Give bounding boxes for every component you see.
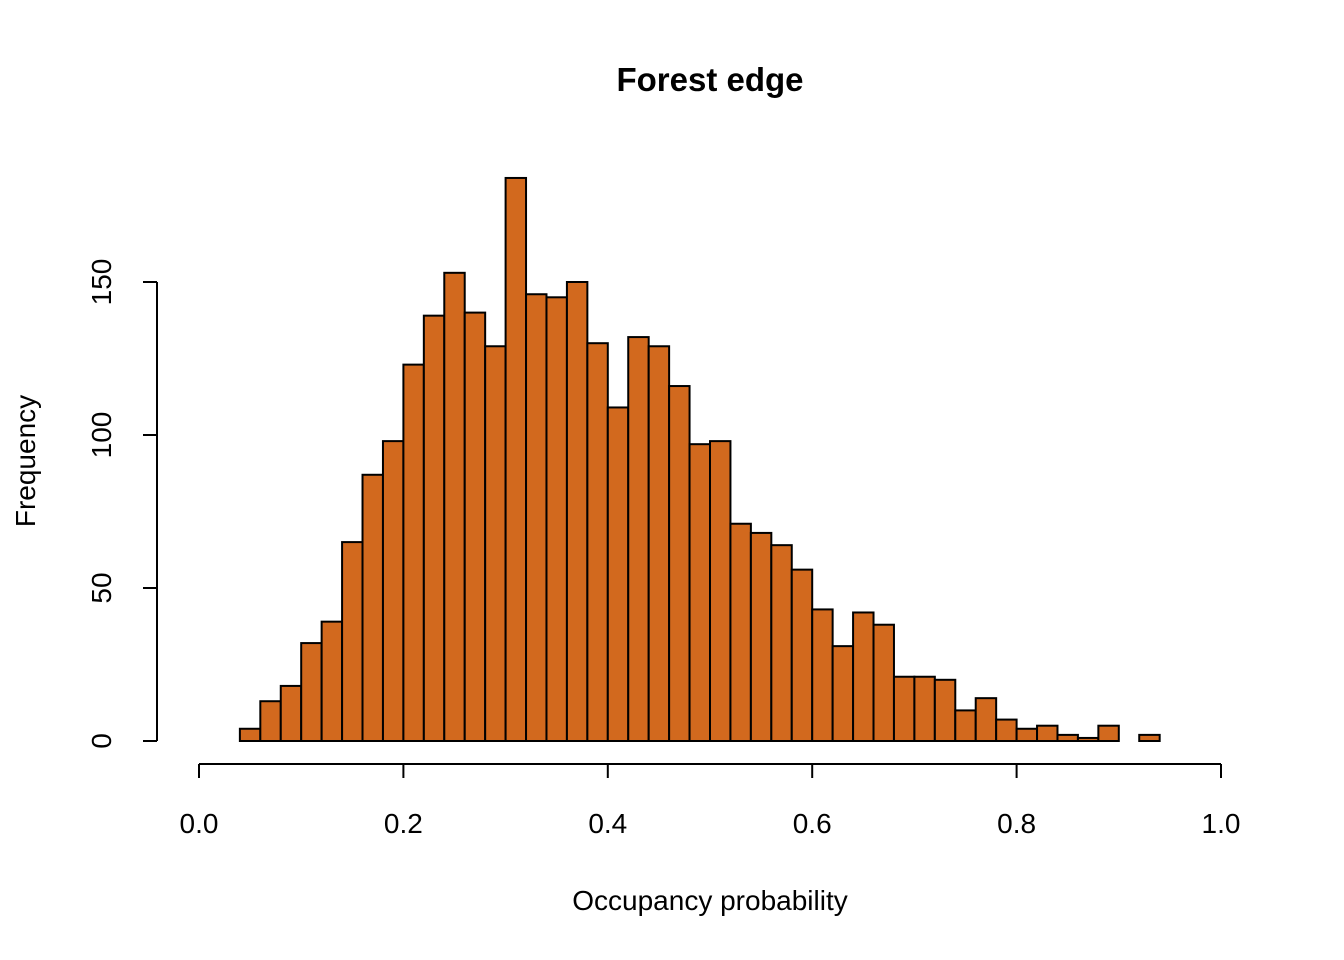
histogram-bar xyxy=(381,440,405,742)
histogram-bar xyxy=(974,697,998,742)
x-tick-label: 0.0 xyxy=(180,808,219,839)
histogram-bar xyxy=(1097,724,1120,743)
histogram-bar xyxy=(443,271,466,742)
x-tick-label: 0.4 xyxy=(588,808,627,839)
bars-group xyxy=(238,176,1161,743)
histogram-bar xyxy=(484,345,507,742)
histogram-bar xyxy=(422,314,446,742)
x-tick-label: 0.6 xyxy=(793,808,832,839)
histogram-bar xyxy=(872,623,895,742)
histogram-bar xyxy=(320,620,344,742)
histogram-bar xyxy=(913,675,936,742)
chart-title: Forest edge xyxy=(616,61,803,98)
histogram-bar xyxy=(790,568,814,743)
histogram-bar xyxy=(565,281,589,742)
y-axis-title: Frequency xyxy=(10,395,41,527)
y-tick-label: 0 xyxy=(86,733,117,749)
histogram-bar xyxy=(1036,724,1059,743)
x-tick-label: 1.0 xyxy=(1202,808,1241,839)
histogram-bar xyxy=(852,611,875,742)
histogram-bar xyxy=(770,544,793,742)
histogram-bar xyxy=(627,336,650,742)
histogram-bar xyxy=(954,709,977,743)
histogram-bar xyxy=(402,363,425,742)
histogram-bar xyxy=(259,700,282,742)
histogram-bar xyxy=(341,541,364,742)
y-tick-label: 100 xyxy=(86,412,117,459)
histogram-bar xyxy=(606,406,630,742)
x-tick-label: 0.2 xyxy=(384,808,423,839)
histogram-bar xyxy=(811,608,834,742)
histogram-bar xyxy=(668,385,691,742)
histogram-bar xyxy=(361,473,384,742)
histogram-bar xyxy=(749,531,773,742)
x-axis: 0.0 0.2 0.4 0.6 0.8 1.0 xyxy=(180,763,1241,839)
histogram-bar xyxy=(933,678,957,742)
histogram-bar xyxy=(647,345,671,742)
histogram-bar xyxy=(525,293,548,742)
histogram-bar xyxy=(688,443,711,742)
histogram-bar xyxy=(504,176,528,742)
histogram-bar xyxy=(1015,727,1039,743)
histogram-bar xyxy=(729,522,752,742)
x-tick-label: 0.8 xyxy=(997,808,1036,839)
histogram-bar xyxy=(995,718,1018,743)
x-axis-title: Occupancy probability xyxy=(572,885,847,916)
y-axis: 0 50 100 150 xyxy=(86,259,158,749)
histogram-bar xyxy=(709,440,732,742)
histogram-bar xyxy=(1056,733,1079,743)
histogram-bar xyxy=(238,727,262,743)
histogram-bar xyxy=(831,645,855,743)
histogram-bar xyxy=(1076,736,1100,743)
histogram-bar xyxy=(1138,733,1161,743)
histogram-bar xyxy=(279,684,303,742)
histogram-bar xyxy=(463,311,487,742)
histogram-bar xyxy=(300,642,323,743)
histogram-bar xyxy=(892,675,916,742)
histogram-bar xyxy=(545,296,568,742)
histogram-bar xyxy=(586,342,609,742)
y-tick-label: 50 xyxy=(86,572,117,603)
y-tick-label: 150 xyxy=(86,259,117,306)
